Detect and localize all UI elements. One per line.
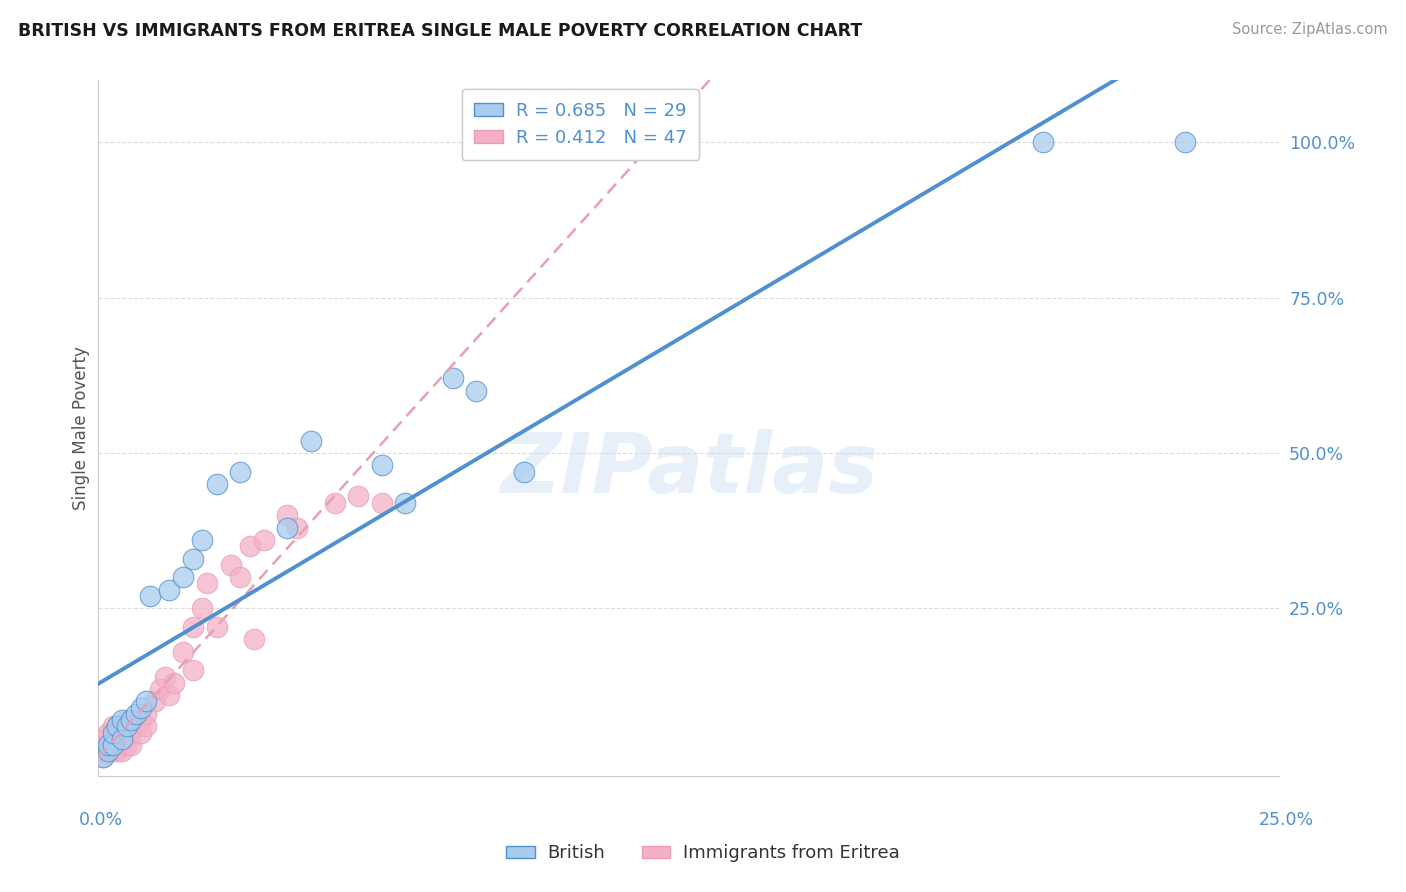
Point xyxy=(205,620,228,634)
Point xyxy=(115,719,138,733)
Point xyxy=(105,719,128,733)
Point xyxy=(1032,136,1054,150)
Point xyxy=(135,694,157,708)
Point xyxy=(253,533,276,547)
Point xyxy=(105,744,128,758)
Point xyxy=(347,490,370,504)
Point xyxy=(135,719,157,733)
Point xyxy=(229,465,252,479)
Point xyxy=(101,738,124,752)
Point xyxy=(111,731,134,746)
Point xyxy=(101,731,124,746)
Point xyxy=(125,719,148,733)
Point xyxy=(243,632,266,647)
Point xyxy=(157,582,180,597)
Point xyxy=(91,750,114,764)
Point xyxy=(163,676,186,690)
Point xyxy=(191,601,214,615)
Point xyxy=(195,576,218,591)
Point xyxy=(97,725,120,739)
Point xyxy=(172,645,194,659)
Point xyxy=(285,520,308,534)
Point xyxy=(121,713,143,727)
Point xyxy=(229,570,252,584)
Point xyxy=(465,384,488,398)
Point xyxy=(105,731,128,746)
Point xyxy=(143,694,166,708)
Point xyxy=(97,744,120,758)
Point xyxy=(121,713,143,727)
Point xyxy=(101,744,124,758)
Point xyxy=(97,738,120,752)
Point xyxy=(157,688,180,702)
Point xyxy=(111,731,134,746)
Legend: R = 0.685   N = 29, R = 0.412   N = 47: R = 0.685 N = 29, R = 0.412 N = 47 xyxy=(461,89,699,160)
Point xyxy=(191,533,214,547)
Point xyxy=(323,496,346,510)
Y-axis label: Single Male Poverty: Single Male Poverty xyxy=(72,346,90,510)
Point xyxy=(181,664,204,678)
Point xyxy=(139,589,162,603)
Point xyxy=(115,725,138,739)
Point xyxy=(111,744,134,758)
Point xyxy=(172,570,194,584)
Point xyxy=(394,496,416,510)
Point xyxy=(276,520,298,534)
Point xyxy=(111,719,134,733)
Point xyxy=(512,465,534,479)
Point xyxy=(101,719,124,733)
Point xyxy=(181,551,204,566)
Point xyxy=(149,681,172,696)
Point xyxy=(111,713,134,727)
Point xyxy=(97,738,120,752)
Text: ZIPatlas: ZIPatlas xyxy=(501,429,877,510)
Point xyxy=(115,738,138,752)
Point xyxy=(1174,136,1197,150)
Point xyxy=(371,496,394,510)
Point xyxy=(153,670,176,684)
Point xyxy=(441,371,464,385)
Text: BRITISH VS IMMIGRANTS FROM ERITREA SINGLE MALE POVERTY CORRELATION CHART: BRITISH VS IMMIGRANTS FROM ERITREA SINGL… xyxy=(18,22,862,40)
Point xyxy=(121,725,143,739)
Point xyxy=(129,725,152,739)
Text: Source: ZipAtlas.com: Source: ZipAtlas.com xyxy=(1232,22,1388,37)
Point xyxy=(219,558,242,572)
Point xyxy=(181,620,204,634)
Point xyxy=(121,738,143,752)
Text: 0.0%: 0.0% xyxy=(79,811,124,829)
Text: 25.0%: 25.0% xyxy=(1258,811,1315,829)
Point xyxy=(371,458,394,473)
Point xyxy=(276,508,298,523)
Point xyxy=(129,700,152,714)
Point xyxy=(91,750,114,764)
Point xyxy=(115,713,138,727)
Point xyxy=(239,539,262,553)
Point xyxy=(129,713,152,727)
Point xyxy=(97,744,120,758)
Point xyxy=(91,744,114,758)
Point xyxy=(105,719,128,733)
Point xyxy=(91,731,114,746)
Point xyxy=(125,706,148,721)
Point xyxy=(101,725,124,739)
Point xyxy=(299,434,322,448)
Legend: British, Immigrants from Eritrea: British, Immigrants from Eritrea xyxy=(499,838,907,870)
Point xyxy=(135,706,157,721)
Point xyxy=(205,477,228,491)
